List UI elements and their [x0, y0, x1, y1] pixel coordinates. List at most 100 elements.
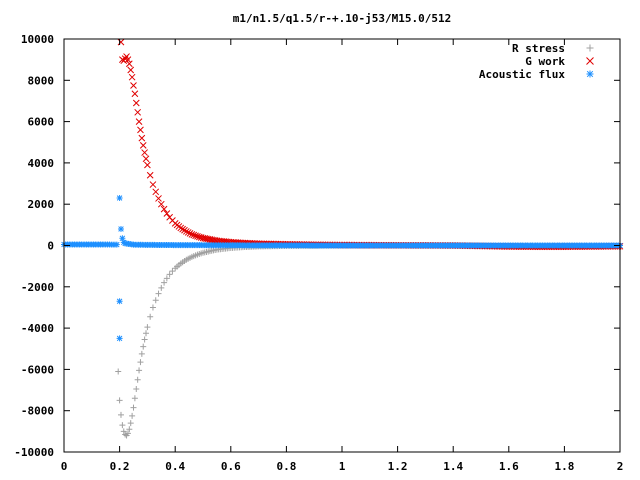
x-tick-label: 0.8 [276, 460, 296, 473]
data-point [117, 411, 124, 418]
data-point [124, 430, 131, 437]
x-tick-label: 0 [61, 460, 68, 473]
data-point [132, 99, 140, 107]
data-point [133, 386, 140, 393]
data-point [160, 205, 168, 213]
data-point [158, 284, 165, 291]
y-tick-label: 8000 [28, 74, 55, 87]
data-point [188, 230, 196, 238]
data-point [166, 271, 173, 278]
x-tick-label: 1.6 [499, 460, 519, 473]
data-point [143, 330, 150, 337]
data-point [116, 195, 123, 202]
axis-ticks: 0 0.2 0.4 0.6 0.8 1 1.2 1.4 1.6 1.8 2 10000 8000 6000… [14, 33, 623, 473]
data-point [182, 228, 190, 235]
data-point [157, 200, 165, 208]
legend-marker [586, 57, 594, 65]
data-point [136, 367, 143, 374]
data-point [138, 350, 145, 357]
x-tick-label: 1 [339, 460, 346, 473]
data-point [149, 304, 156, 311]
data-point [155, 195, 162, 202]
data-point [141, 336, 148, 343]
data-point [137, 359, 144, 366]
x-tick-label: 0.2 [110, 460, 130, 473]
y-tick-label: -6000 [21, 363, 54, 376]
data-point [192, 232, 199, 240]
data-point [134, 108, 142, 116]
data-point [142, 155, 150, 163]
y-tick-label: 6000 [28, 116, 55, 129]
data-point [194, 233, 201, 240]
legend-marker [586, 70, 594, 78]
data-point [141, 149, 148, 156]
data-point [135, 118, 143, 125]
x-tick-label: 0.6 [221, 460, 241, 473]
legend-label: Acoustic flux [479, 68, 565, 81]
data-point [131, 90, 139, 98]
data-point [184, 229, 192, 236]
data-point [116, 298, 123, 305]
data-point [139, 141, 147, 149]
data-point [163, 275, 170, 282]
data-point [116, 335, 123, 342]
data-point [137, 126, 144, 134]
data-point [113, 241, 120, 248]
data-point [128, 73, 136, 81]
data-point [122, 431, 129, 438]
data-point [130, 82, 137, 89]
y-tick-label: 4000 [28, 157, 55, 170]
data-point [129, 412, 136, 419]
x-tick-label: 1.4 [443, 460, 463, 473]
data-point [152, 188, 160, 196]
data-point [119, 422, 126, 429]
legend-label: G work [525, 55, 565, 68]
data-point [149, 181, 157, 188]
data-point [186, 230, 194, 237]
data-point [131, 395, 138, 402]
data-point [144, 324, 151, 331]
data-point [119, 235, 126, 242]
x-tick-label: 2 [617, 460, 624, 473]
data-point [138, 134, 146, 142]
data-point [195, 233, 203, 241]
legend-label: R stress [512, 42, 565, 55]
data-point [127, 420, 134, 427]
data-point [117, 225, 124, 232]
data-point [146, 171, 154, 179]
data-point [134, 376, 141, 383]
chart-title: m1/n1.5/q1.5/r-+.10-j53/M15.0/512 [233, 12, 452, 25]
data-point [115, 368, 122, 375]
x-tick-label: 1.8 [554, 460, 574, 473]
data-point [161, 279, 168, 286]
data-point [140, 343, 147, 350]
x-tick-label: 0.4 [165, 460, 185, 473]
y-tick-label: 2000 [28, 198, 55, 211]
data-point [155, 290, 162, 297]
y-tick-label: -4000 [21, 322, 54, 335]
data-point [190, 231, 198, 239]
data-point [116, 397, 123, 404]
data-point [117, 38, 125, 46]
data-point [169, 268, 176, 275]
legend-marker [586, 44, 594, 52]
data-point [163, 210, 171, 217]
data-point [144, 161, 151, 169]
y-tick-label: 0 [47, 240, 54, 253]
plot-marks [61, 38, 624, 439]
data-point [130, 404, 137, 411]
data-point [124, 56, 132, 64]
data-point [120, 428, 127, 435]
y-tick-label: -10000 [14, 446, 54, 459]
y-tick-label: -2000 [21, 281, 54, 294]
x-tick-label: 1.2 [388, 460, 408, 473]
data-point [125, 60, 133, 68]
y-tick-label: -8000 [21, 405, 54, 418]
data-point [147, 313, 154, 320]
data-point [152, 297, 159, 304]
data-point [126, 426, 133, 433]
y-tick-label: 10000 [21, 33, 54, 46]
